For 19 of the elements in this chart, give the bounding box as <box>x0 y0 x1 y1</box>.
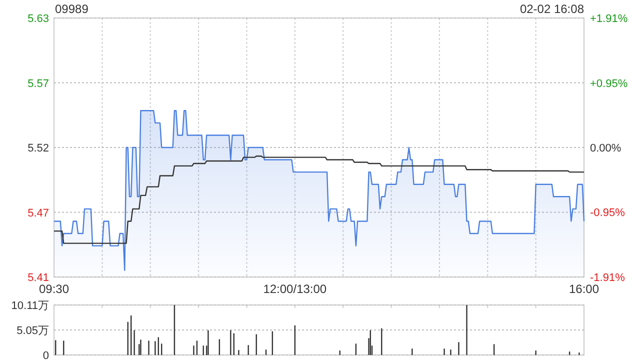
x-tick-label: 16:00 <box>568 282 600 296</box>
y-tick-label: 5.63 <box>28 13 49 25</box>
y-tick-label: 0 <box>42 350 49 360</box>
chart-title: 09989 <box>55 2 89 16</box>
y-tick-label: 10.11万 <box>11 300 49 312</box>
y2-tick-label: -0.95% <box>590 206 626 219</box>
y-tick-label: 5.41 <box>28 272 49 284</box>
y2-tick-label: 0.00% <box>590 142 622 154</box>
text: 02-02 16:08 <box>520 2 584 16</box>
y2-tick-label: +0.95% <box>590 78 628 90</box>
y-tick-label: 5.52 <box>28 142 49 154</box>
y-tick-label: 5.05万 <box>16 325 49 338</box>
y2-tick-label: +1.91% <box>590 13 628 25</box>
y2-tick-label: -1.91% <box>590 272 626 284</box>
line-series <box>53 156 585 244</box>
y-tick-label: 5.57 <box>28 78 49 90</box>
x-tick-label: 12:00/13:00 <box>263 282 327 296</box>
x-tick-label: 09:30 <box>38 282 70 296</box>
y-tick-label: 5.47 <box>28 207 49 220</box>
